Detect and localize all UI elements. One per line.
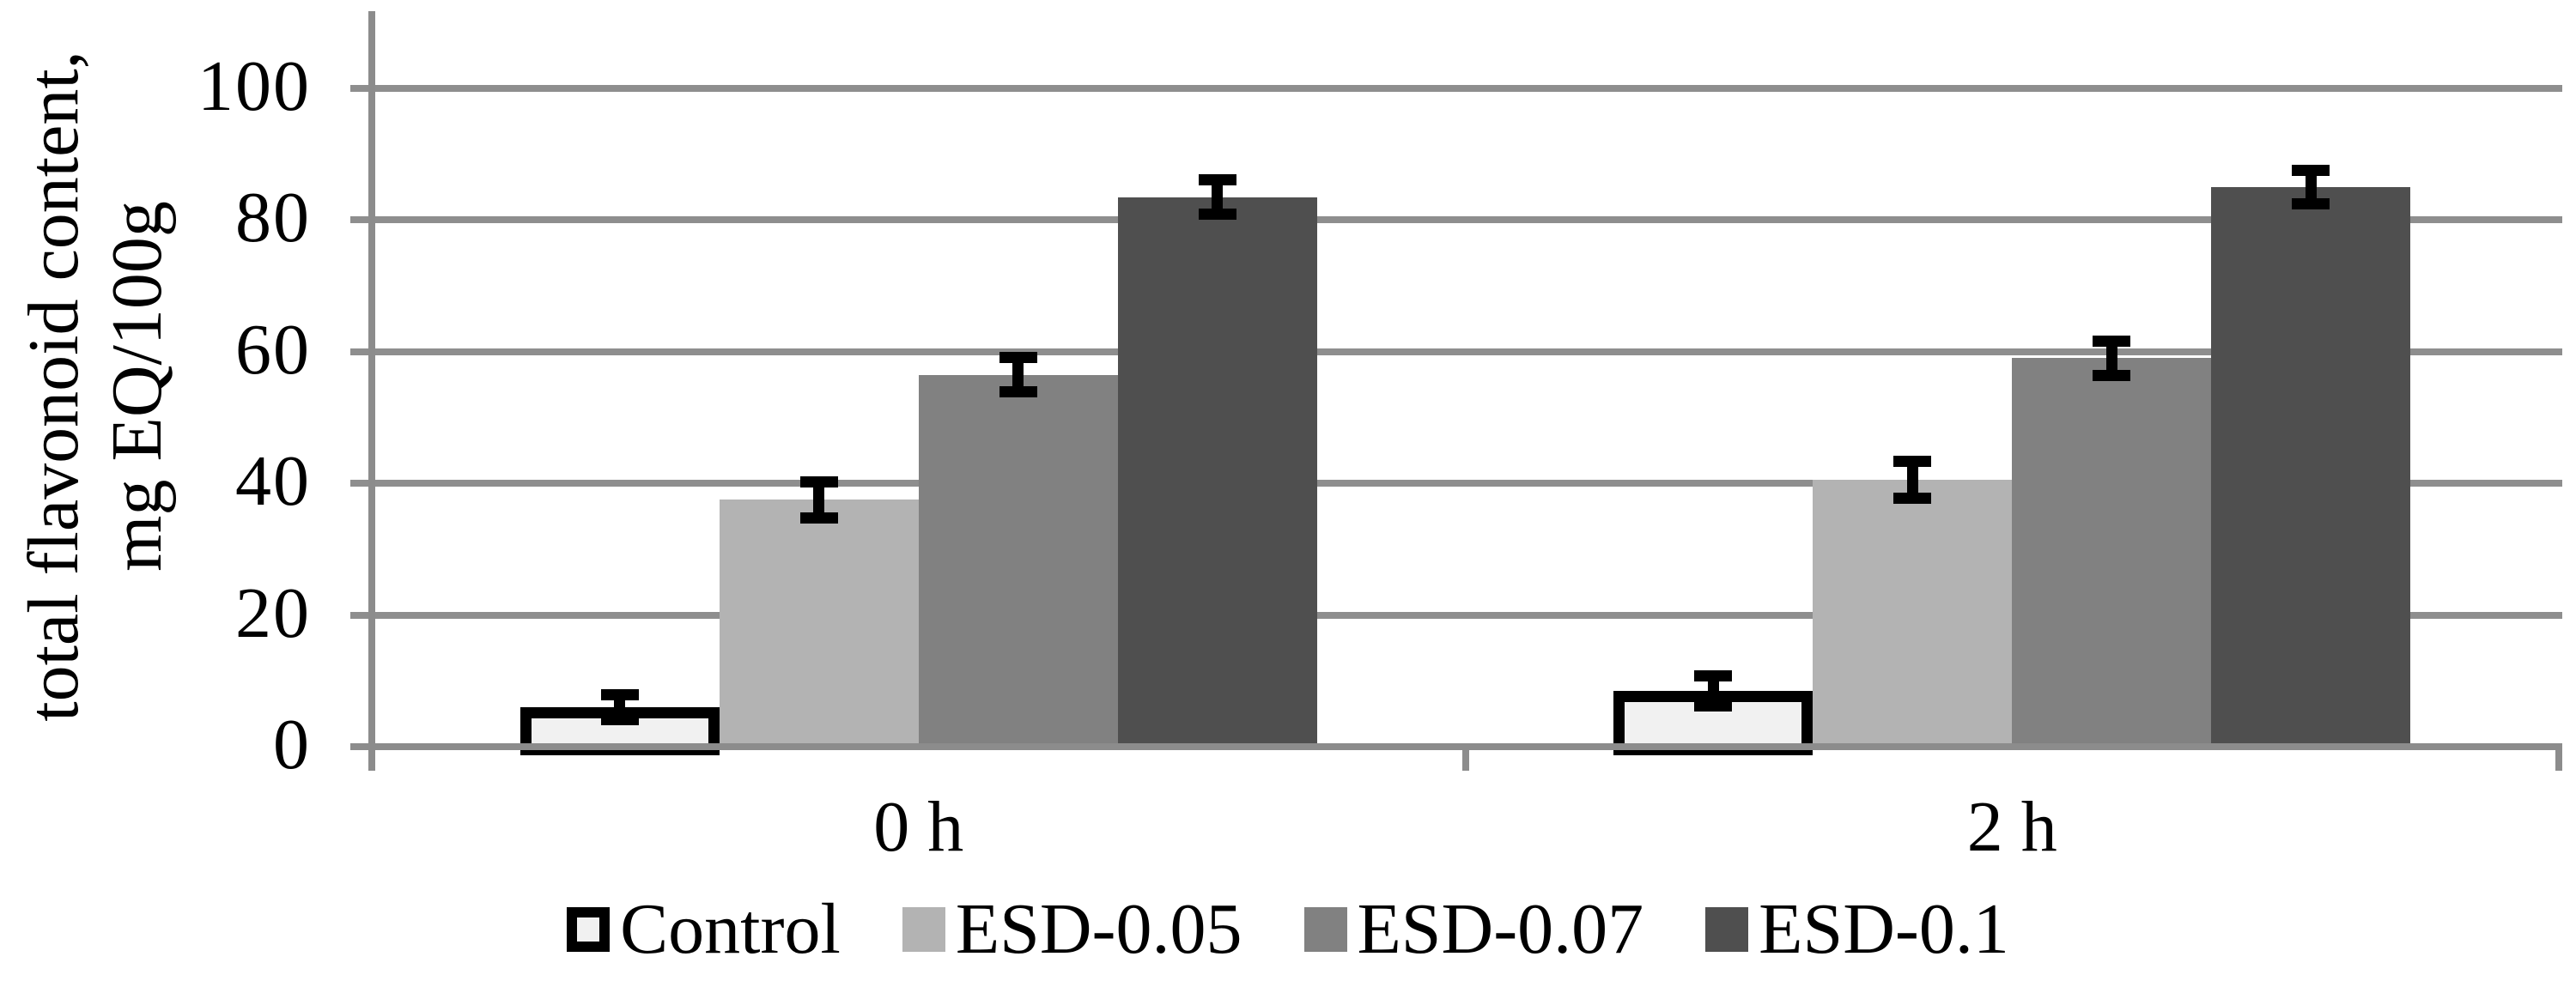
gridline <box>350 611 2562 619</box>
legend-swatch <box>1705 907 1749 952</box>
error-bar-cap-top <box>2292 164 2330 176</box>
bar-esd-0.1-2h <box>2211 187 2411 747</box>
y-tick-label: 60 <box>235 309 311 390</box>
legend-item-control: Control <box>567 891 841 968</box>
bar-esd-0.07-0h <box>918 374 1118 747</box>
legend-item-esd-0.1: ESD-0.1 <box>1705 891 2009 968</box>
error-bar-cap-top <box>2093 336 2131 348</box>
error-bar-cap-top <box>600 689 639 700</box>
error-bar-cap-bottom <box>1893 493 1932 505</box>
x-axis-tick <box>2555 743 2562 771</box>
error-bar-cap-top <box>1893 456 1932 468</box>
error-bar-line <box>1707 679 1719 702</box>
error-bar-cap-bottom <box>799 512 838 524</box>
gridline <box>350 348 2562 355</box>
gridline <box>350 216 2562 224</box>
x-axis-tick <box>1461 743 1469 771</box>
legend-item-esd-0.07: ESD-0.07 <box>1303 889 1644 969</box>
error-bar-line <box>1012 361 1024 388</box>
error-bar-cap-bottom <box>1198 208 1236 220</box>
y-tick-label: 40 <box>235 441 311 522</box>
legend-label: ESD-0.05 <box>955 889 1242 969</box>
error-bar-cap-bottom <box>1694 699 1733 712</box>
legend-item-esd-0.05: ESD-0.05 <box>902 891 1242 968</box>
bar-esd-0.05-2h <box>1813 480 2013 747</box>
legend-label: ESD-0.07 <box>1357 889 1644 969</box>
error-bar-cap-bottom <box>2093 369 2131 381</box>
error-bar-cap-top <box>999 352 1037 364</box>
gridline <box>350 85 2562 92</box>
legend-label: ESD-0.1 <box>1759 889 2009 969</box>
y-tick-label: 20 <box>235 572 311 653</box>
bar-esd-0.05-0h <box>719 500 919 747</box>
legend-swatch <box>1303 907 1347 952</box>
gridline <box>350 480 2562 487</box>
error-bar-cap-bottom <box>2292 198 2330 210</box>
legend-swatch <box>902 907 945 952</box>
legend: Control ESD-0.05 ESD-0.07 ESD-0.1 <box>0 891 2576 968</box>
x-axis-line <box>350 743 2562 750</box>
error-bar-cap-top <box>799 475 838 487</box>
error-bar-cap-bottom <box>600 713 639 725</box>
error-bar-cap-top <box>1198 174 1236 186</box>
y-tick-label: 0 <box>273 705 311 784</box>
y-tick-label: 80 <box>235 178 311 258</box>
y-tick-label: 100 <box>197 46 311 126</box>
x-category-label: 0 h <box>873 787 964 867</box>
legend-swatch <box>567 907 611 952</box>
error-bar-line <box>614 699 626 716</box>
error-bar-line <box>1212 184 1224 210</box>
x-category-label: 2 h <box>1966 787 2057 867</box>
error-bar-line <box>1906 465 1918 495</box>
y-axis-line <box>368 11 375 771</box>
error-bar-cap-top <box>1694 669 1733 681</box>
bar-esd-0.07-2h <box>2012 358 2212 747</box>
error-bar-cap-bottom <box>999 385 1037 397</box>
bar-esd-0.1-0h <box>1117 197 1317 747</box>
error-bar-line <box>2305 173 2317 201</box>
x-axis-tick <box>368 743 375 771</box>
legend-label: Control <box>620 889 841 969</box>
error-bar-line <box>813 485 825 515</box>
error-bar-line <box>2105 345 2117 372</box>
